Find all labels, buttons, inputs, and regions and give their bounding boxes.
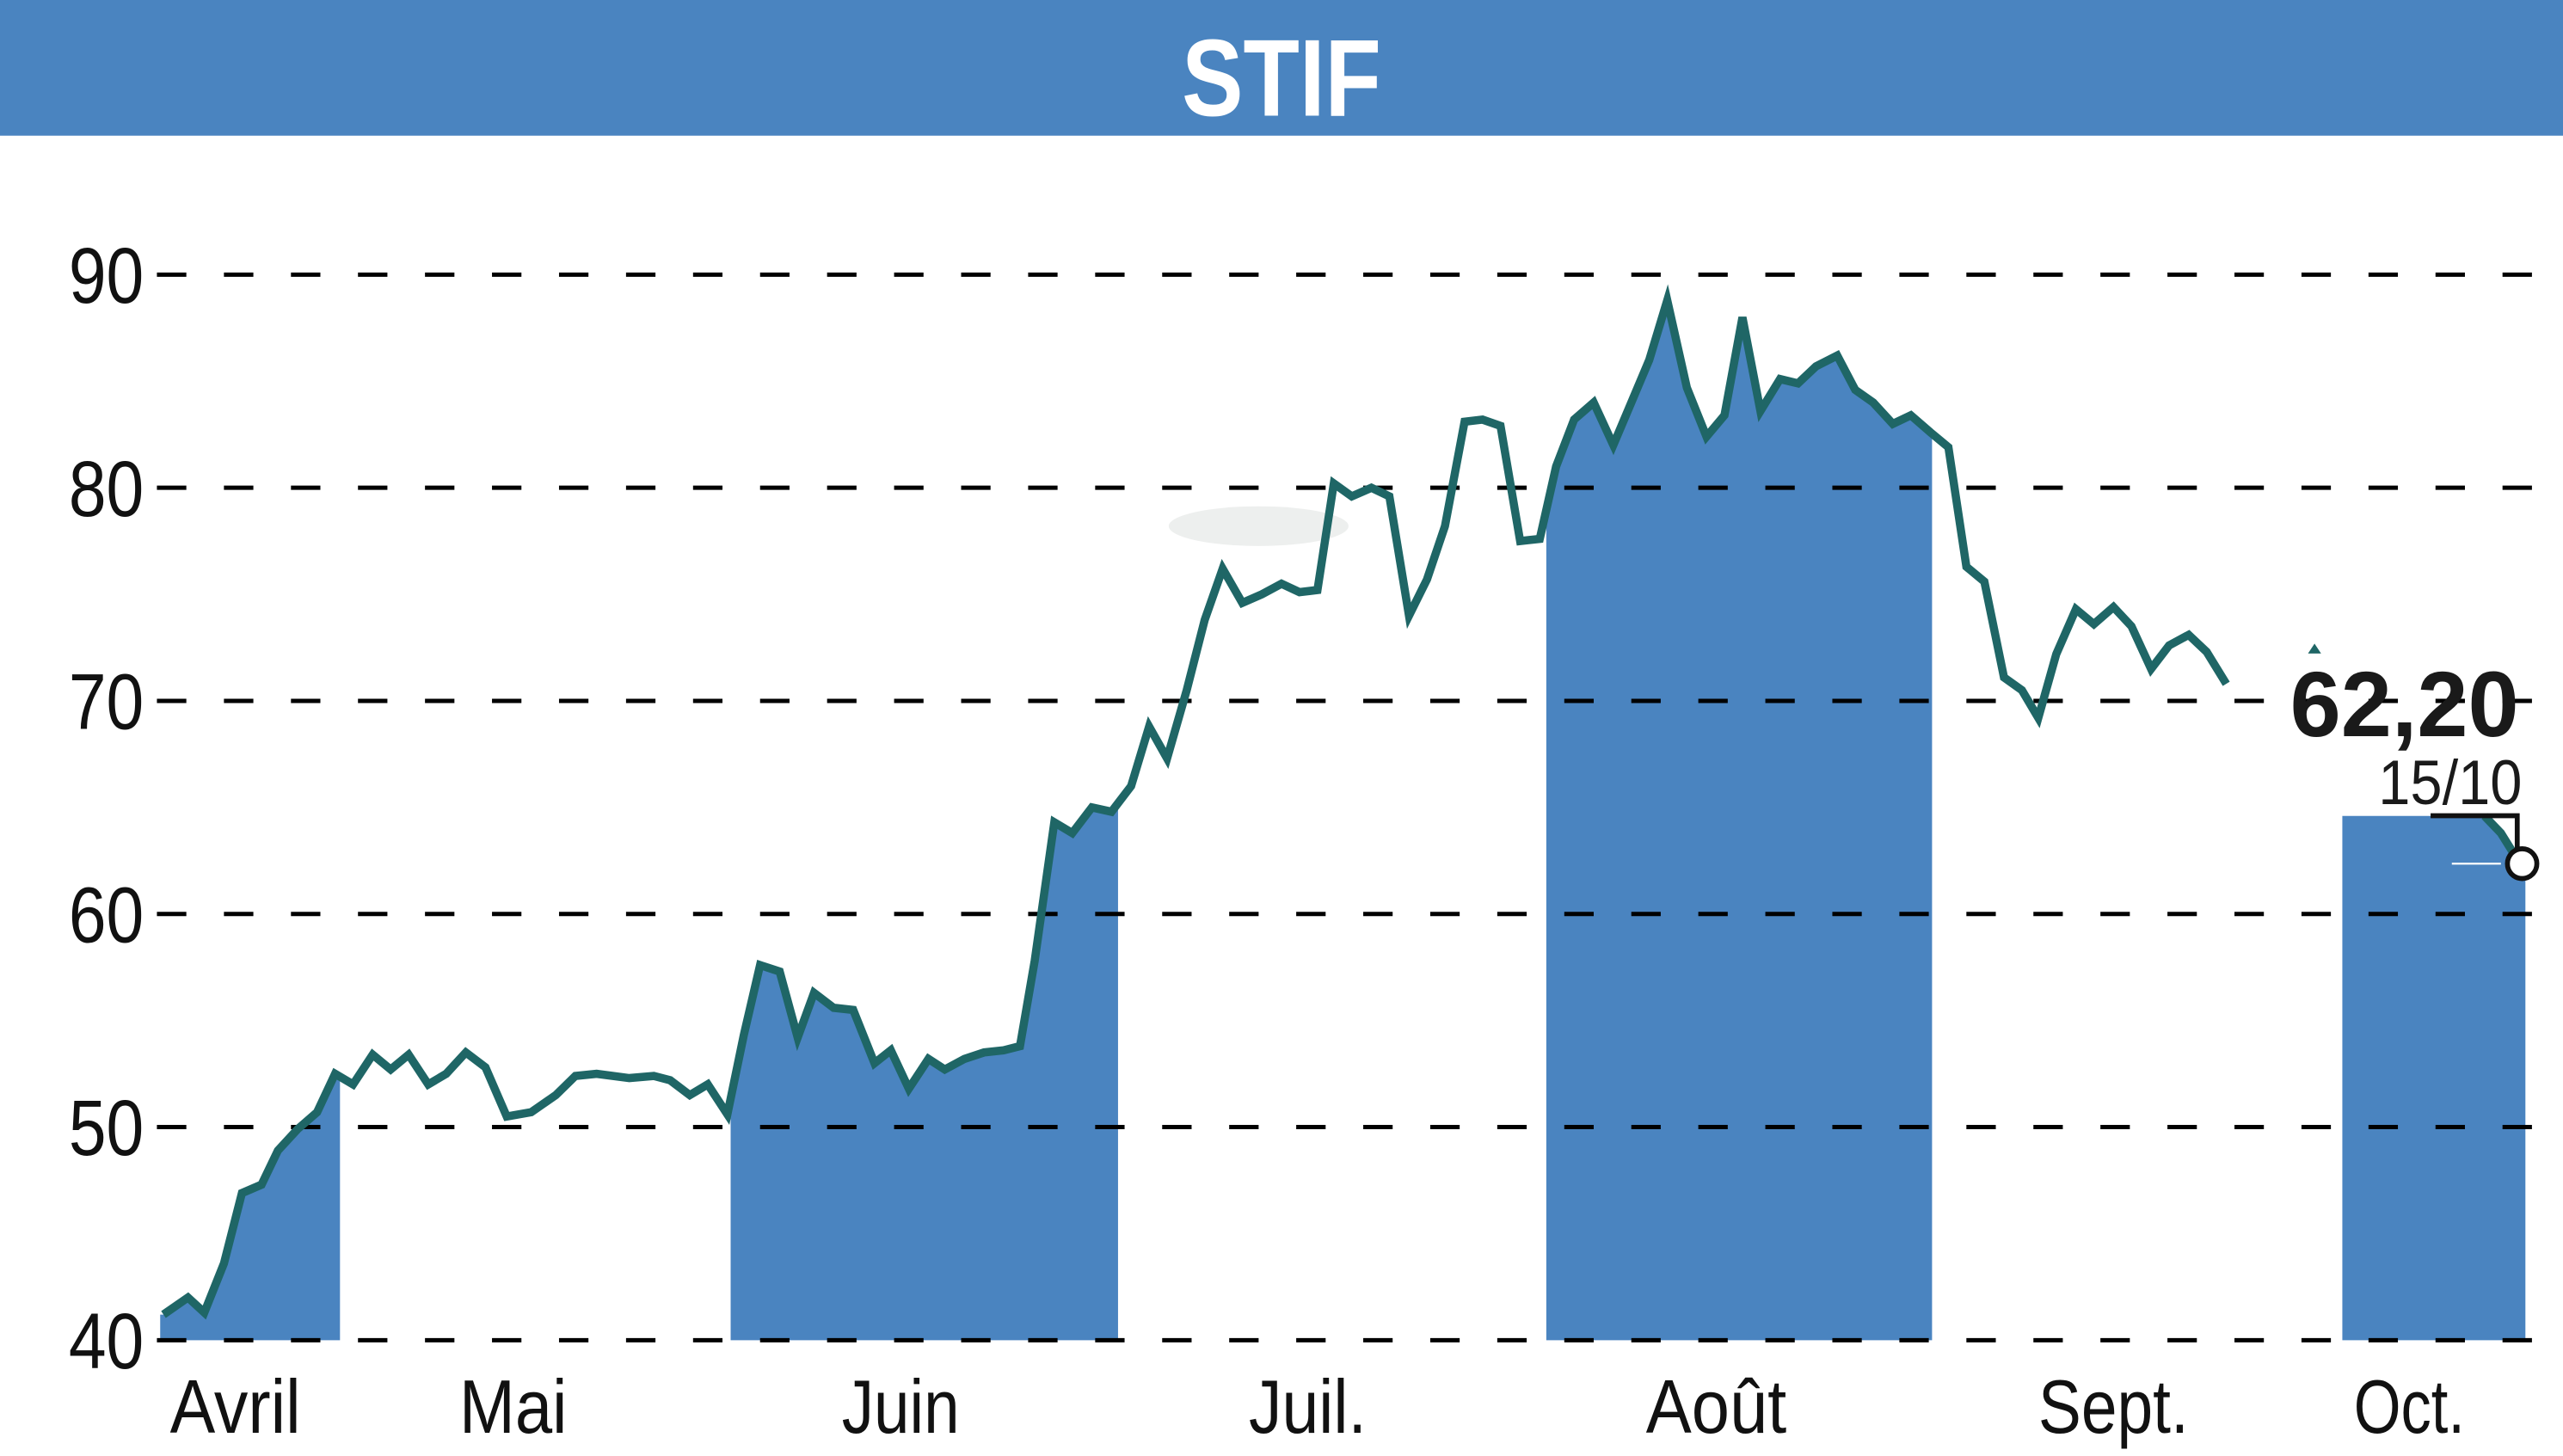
band-aout bbox=[1546, 300, 1933, 1341]
y-tick-label: 80 bbox=[69, 445, 144, 533]
last-value-price: 62,20 bbox=[2290, 653, 2519, 757]
x-axis-labels: Avril Mai Juin Juil. Août Sept. Oct. bbox=[170, 1364, 2465, 1450]
x-month-label: Juil. bbox=[1249, 1364, 1367, 1450]
y-tick-label: 40 bbox=[69, 1298, 144, 1386]
gridlines bbox=[157, 272, 2563, 1342]
y-axis-labels: 40 50 60 70 80 90 bbox=[69, 232, 144, 1386]
y-tick-label: 50 bbox=[69, 1084, 144, 1173]
x-month-label: Août bbox=[1646, 1364, 1786, 1450]
last-value-date: 15/10 bbox=[2378, 748, 2522, 818]
last-value-marker-up-icon bbox=[2308, 643, 2321, 654]
y-tick-label: 70 bbox=[69, 658, 144, 746]
watermark-smudge bbox=[1168, 506, 1349, 546]
x-month-label: Avril bbox=[170, 1364, 301, 1450]
x-month-label: Mai bbox=[459, 1364, 567, 1450]
band-oct bbox=[2342, 815, 2526, 1341]
band-avril bbox=[160, 1073, 341, 1341]
y-tick-label: 60 bbox=[69, 871, 144, 960]
last-value-point-icon bbox=[2505, 846, 2540, 882]
last-value-leader bbox=[2431, 813, 2520, 852]
price-line bbox=[161, 284, 2230, 1320]
header-band bbox=[0, 0, 2563, 136]
x-month-label: Oct. bbox=[2354, 1364, 2465, 1450]
x-month-label: Sept. bbox=[2038, 1364, 2189, 1450]
chart-title: STIF bbox=[1182, 17, 1381, 139]
month-bands bbox=[160, 300, 2526, 1341]
y-tick-label: 90 bbox=[69, 232, 144, 321]
x-month-label: Juin bbox=[842, 1364, 960, 1450]
